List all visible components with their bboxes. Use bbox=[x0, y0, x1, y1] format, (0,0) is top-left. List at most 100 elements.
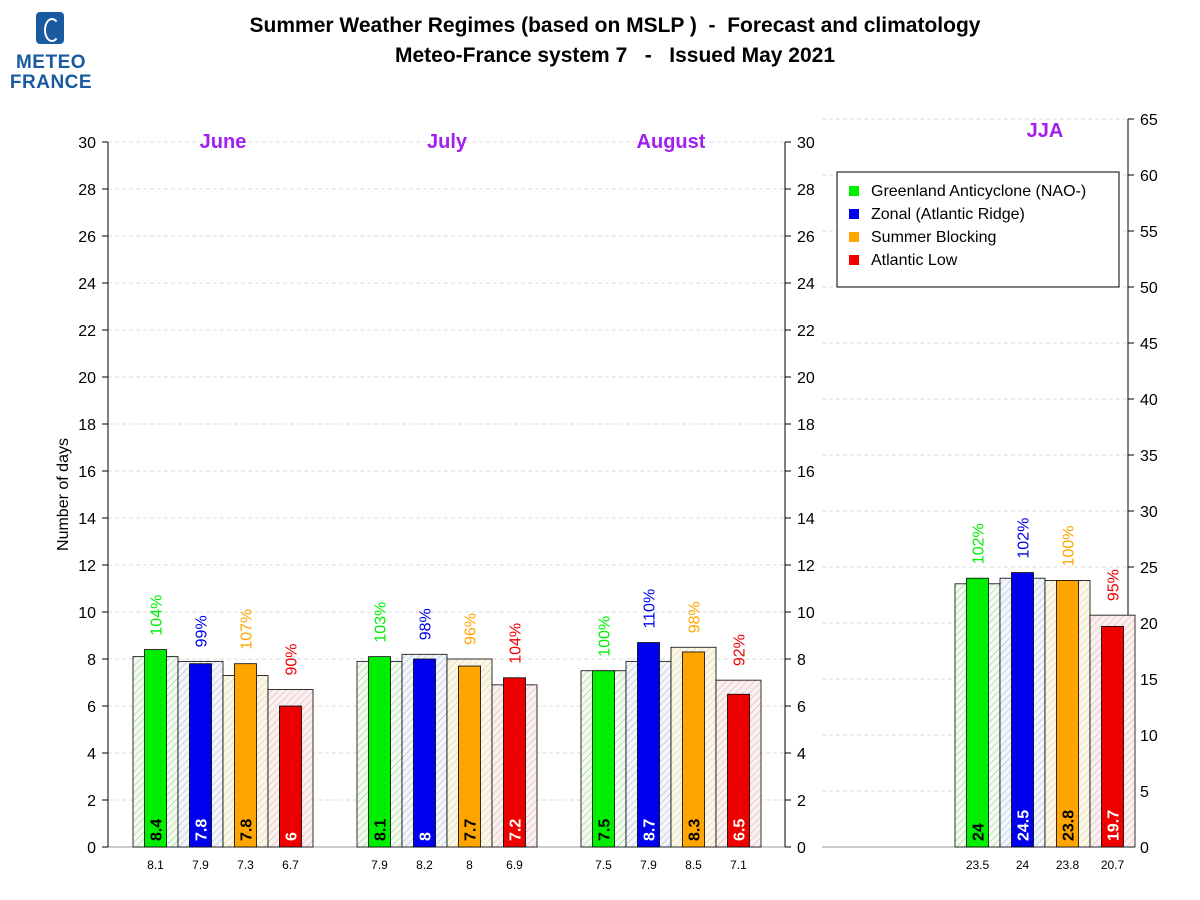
y-tick-label: 26 bbox=[78, 229, 96, 246]
legend-entry: Summer Blocking bbox=[871, 229, 996, 246]
group-label: JJA bbox=[1027, 120, 1064, 142]
group-label: June bbox=[200, 131, 247, 153]
legend-entry: Atlantic Low bbox=[871, 252, 958, 269]
y-tick-label: 25 bbox=[1140, 560, 1158, 577]
meteo-france-logo: METEO FRANCE bbox=[6, 8, 92, 93]
logo-line2: FRANCE bbox=[9, 72, 93, 93]
percent-label: 102% bbox=[971, 523, 988, 564]
y-tick-label: 60 bbox=[1140, 168, 1158, 185]
y-tick-label: 65 bbox=[1140, 112, 1158, 129]
percent-label: 96% bbox=[463, 613, 480, 645]
climatology-value-label: 7.5 bbox=[595, 858, 612, 872]
y-tick-label: 24 bbox=[78, 276, 96, 293]
y-tick-label: 30 bbox=[797, 135, 815, 152]
y-tick-label: 4 bbox=[797, 746, 806, 763]
climatology-value-label: 8.1 bbox=[147, 858, 164, 872]
y-tick-label: 0 bbox=[797, 840, 806, 857]
forecast-value-label: 8.4 bbox=[149, 819, 166, 841]
climatology-value-label: 7.9 bbox=[640, 858, 657, 872]
y-tick-label: 14 bbox=[78, 511, 96, 528]
forecast-bar bbox=[966, 577, 989, 848]
legend: Greenland Anticyclone (NAO-) Zonal (Atlan… bbox=[836, 171, 1120, 288]
y-tick-label: 55 bbox=[1140, 224, 1158, 241]
y-tick-label: 5 bbox=[1140, 784, 1149, 801]
y-tick-label: 30 bbox=[1140, 504, 1158, 521]
y-tick-label: 40 bbox=[1140, 392, 1158, 409]
forecast-value-label: 8.1 bbox=[373, 819, 390, 841]
climatology-value-label: 23.8 bbox=[1056, 858, 1080, 872]
group-label: August bbox=[637, 131, 706, 153]
y-tick-label: 20 bbox=[797, 370, 815, 387]
forecast-bar bbox=[368, 656, 391, 848]
forecast-value-label: 24.5 bbox=[1016, 810, 1033, 841]
percent-label: 103% bbox=[373, 602, 390, 643]
y-tick-label: 6 bbox=[87, 699, 96, 716]
forecast-bar bbox=[727, 693, 750, 848]
y-tick-label: 2 bbox=[87, 793, 96, 810]
y-tick-label: 2 bbox=[797, 793, 806, 810]
group-jja: JJA 24 102% 23.5 24.5 102% 24 23.8 100% 23.8 19.7 9… bbox=[954, 120, 1136, 872]
climatology-value-label: 7.1 bbox=[730, 858, 747, 872]
y-tick-label: 16 bbox=[797, 464, 815, 481]
forecast-bar bbox=[413, 658, 436, 848]
percent-label: 98% bbox=[418, 608, 435, 640]
meteo-france-logo-icon bbox=[36, 12, 64, 44]
percent-label: 99% bbox=[194, 615, 211, 647]
legend-swatch bbox=[849, 255, 859, 265]
forecast-value-label: 7.7 bbox=[463, 819, 480, 841]
y-tick-label: 14 bbox=[797, 511, 815, 528]
logo-line1: METEO bbox=[15, 52, 87, 73]
group-label: July bbox=[427, 131, 468, 153]
y-tick-label: 18 bbox=[78, 417, 96, 434]
percent-label: 100% bbox=[597, 616, 614, 657]
forecast-value-label: 7.2 bbox=[508, 819, 525, 841]
y-tick-label: 22 bbox=[78, 323, 96, 340]
axes: 0246810121416182022242628300246810121416… bbox=[55, 112, 1158, 857]
y-tick-label: 28 bbox=[78, 182, 96, 199]
y-tick-label: 20 bbox=[1140, 616, 1158, 633]
forecast-bar bbox=[458, 665, 481, 848]
percent-label: 92% bbox=[732, 634, 749, 666]
forecast-bar bbox=[592, 670, 615, 848]
forecast-bar bbox=[503, 677, 526, 848]
y-tick-label: 0 bbox=[1140, 840, 1149, 857]
forecast-value-label: 8.3 bbox=[687, 819, 704, 841]
chart-subtitle: Meteo-France system 7 - Issued May 2021 bbox=[394, 44, 836, 67]
forecast-value-label: 24 bbox=[971, 823, 988, 841]
percent-label: 110% bbox=[642, 589, 659, 629]
y-tick-label: 8 bbox=[87, 652, 96, 669]
percent-label: 102% bbox=[1016, 518, 1033, 559]
y-tick-label: 6 bbox=[797, 699, 806, 716]
forecast-bar bbox=[682, 651, 705, 848]
legend-entry: Zonal (Atlantic Ridge) bbox=[871, 206, 1025, 223]
y-tick-label: 28 bbox=[797, 182, 815, 199]
forecast-bar bbox=[1011, 572, 1034, 848]
y-tick-label: 0 bbox=[87, 840, 96, 857]
y-tick-label: 26 bbox=[797, 229, 815, 246]
group-august: August 7.5 100% 7.5 8.7 110% 7.9 8.3 98% 8.5 6.5 92… bbox=[580, 131, 762, 872]
forecast-value-label: 7.8 bbox=[194, 819, 211, 841]
forecast-bar bbox=[189, 663, 212, 848]
y-tick-label: 45 bbox=[1140, 336, 1158, 353]
y-tick-label: 35 bbox=[1140, 448, 1158, 465]
forecast-value-label: 8 bbox=[418, 832, 435, 841]
y-tick-label: 12 bbox=[78, 558, 96, 575]
y-tick-label: 20 bbox=[78, 370, 96, 387]
y-tick-label: 50 bbox=[1140, 280, 1158, 297]
forecast-bar bbox=[1056, 580, 1079, 848]
climatology-value-label: 6.9 bbox=[506, 858, 523, 872]
forecast-value-label: 6 bbox=[284, 832, 301, 841]
climatology-value-label: 8.5 bbox=[685, 858, 702, 872]
percent-label: 107% bbox=[239, 609, 256, 650]
climatology-value-label: 8 bbox=[466, 858, 473, 872]
climatology-value-label: 7.9 bbox=[192, 858, 209, 872]
percent-label: 100% bbox=[1061, 526, 1078, 567]
legend-swatch bbox=[849, 209, 859, 219]
forecast-value-label: 6.5 bbox=[732, 819, 749, 841]
group-june: June 8.4 104% 8.1 7.8 99% 7.9 7.8 107% 7.3 6 90% 6.7 bbox=[132, 131, 314, 872]
bar-groups: June 8.4 104% 8.1 7.8 99% 7.9 7.8 107% 7.3 6 90% 6.7… bbox=[132, 120, 1136, 872]
climatology-value-label: 23.5 bbox=[966, 858, 990, 872]
y-tick-label: 8 bbox=[797, 652, 806, 669]
percent-label: 95% bbox=[1106, 569, 1123, 601]
